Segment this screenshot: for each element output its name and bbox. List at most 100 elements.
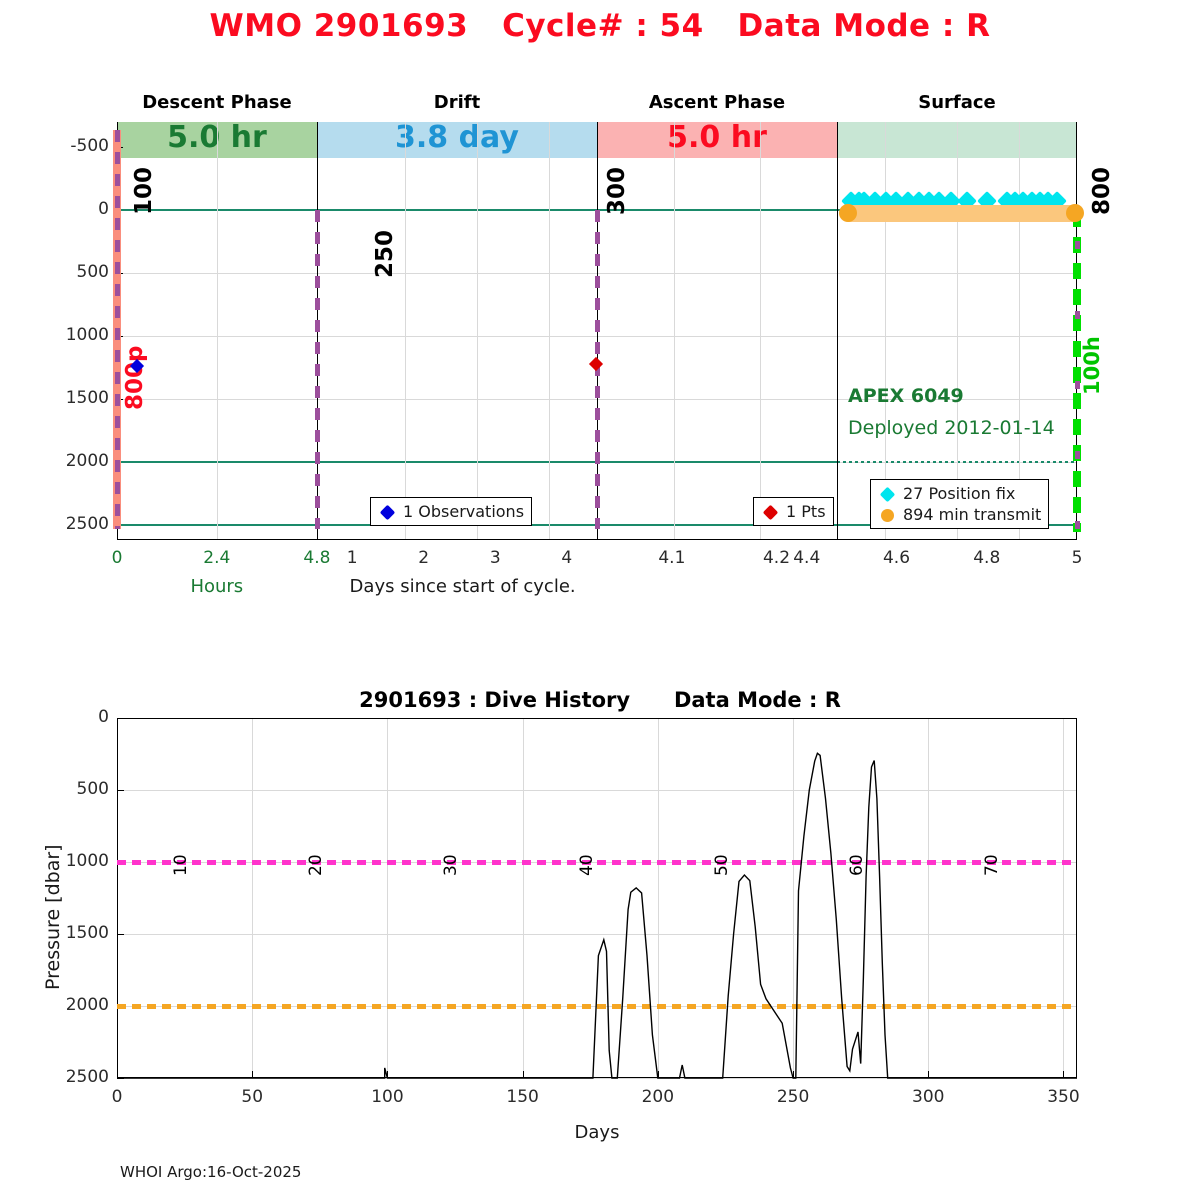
phase-duration-2: 3.8 day — [394, 120, 519, 155]
dive-ytick-1: 500 — [76, 779, 109, 799]
phase-name-2: Drift — [433, 92, 481, 113]
dive-yaxis-title: Pressure [dbar] — [42, 844, 64, 990]
dive-xtick-mark — [1063, 1071, 1065, 1078]
dive-ytick-mark — [117, 934, 124, 935]
dive-gridline-x — [252, 718, 254, 1078]
legend-label: 894 min transmit — [903, 505, 1042, 524]
circle-marker — [881, 508, 894, 522]
transmit-band — [848, 204, 1076, 222]
dive-ytick-3: 1500 — [65, 923, 109, 943]
cycle-xtick-days-2: 3 — [489, 548, 501, 568]
footer-stamp: WHOI Argo:16-Oct-2025 — [120, 1163, 302, 1181]
points-legend[interactable]: 1 Pts — [753, 497, 834, 526]
phase-name-1: Descent Phase — [142, 92, 292, 113]
cycle-xtick-hours-1: 2.4 — [203, 548, 231, 568]
cycle-xaxis-title-hours: Hours — [190, 576, 244, 597]
park-trace-marker-1 — [314, 210, 320, 529]
dive-cycle-label-50: 50 — [711, 854, 732, 876]
float-annotation-1: APEX 6049 — [848, 385, 964, 407]
cycle-xtick-days-3: 4 — [561, 548, 573, 568]
cycle-xtick-days-8: 4.8 — [973, 548, 1001, 568]
cycle-ytick-1: 0 — [98, 199, 109, 220]
park-trace-descent — [115, 129, 120, 529]
cycle-xtick-days-1: 2 — [418, 548, 430, 568]
cycle-xtick-hours-0: 0 — [111, 548, 123, 568]
cycle-ytick-2: 500 — [76, 262, 109, 283]
cycle-ytick-5: 2000 — [65, 450, 109, 471]
diamond-marker — [378, 502, 398, 522]
diamond-marker — [762, 504, 779, 520]
dive-ytick-5: 2500 — [65, 1067, 109, 1087]
cycle-xaxis-title-days: Days since start of cycle. — [349, 576, 576, 597]
dive-gridline-x — [117, 718, 118, 1078]
phase-duration-3: 5.0 hr — [667, 120, 767, 155]
cycle-ytick-0: -500 — [70, 136, 109, 157]
legend-label: 1 Pts — [786, 502, 826, 521]
dive-cycle-label-10: 10 — [170, 854, 191, 876]
cycle-rotated-label: 100h — [1080, 336, 1104, 395]
dive-xtick-6: 300 — [912, 1087, 945, 1107]
observations-legend[interactable]: 1 Observations — [370, 497, 533, 526]
dive-xtick-5: 250 — [776, 1087, 810, 1107]
cycle-xtick-days-4: 4.1 — [658, 548, 686, 568]
page-title: WMO 2901693 Cycle# : 54 Data Mode : R — [209, 8, 991, 44]
cycle-ytick-3: 1000 — [65, 325, 109, 346]
cycle-gridline-x — [477, 122, 478, 540]
dive-xtick-mark — [793, 1071, 795, 1078]
dive-xtick-0: 0 — [111, 1087, 123, 1107]
circle-marker — [878, 505, 898, 525]
dive-xtick-mark — [928, 1071, 930, 1078]
dive-gridline-x — [657, 718, 659, 1078]
dive-gridline-x — [522, 718, 524, 1078]
dive-gridline-y — [117, 718, 1077, 719]
diamond-marker — [879, 486, 896, 502]
dive-xtick-mark — [387, 1071, 389, 1078]
dive-cycle-label-70: 70 — [982, 854, 1003, 876]
legend-row: 1 Pts — [761, 501, 826, 522]
cycle-rotated-label: 100 — [131, 166, 157, 215]
cycle-xtick-days-0: 1 — [346, 548, 358, 568]
park-pressure-line — [117, 859, 1077, 865]
legend-row: 1 Observations — [378, 501, 524, 522]
transmit-endpoint-marker — [839, 203, 858, 222]
dive-ytick-4: 2000 — [65, 995, 109, 1015]
surface-legend[interactable]: 27 Position fix 894 min transmit — [870, 479, 1050, 529]
legend-row: 894 min transmit — [878, 504, 1041, 525]
dive-xtick-mark — [657, 1071, 659, 1078]
cycle-gridline-x — [549, 122, 550, 540]
cycle-gridline-x — [216, 122, 218, 540]
cycle-gridline-x — [1019, 122, 1021, 540]
dive-xaxis-title: Days — [574, 1122, 620, 1143]
dive-xtick-mark — [117, 1071, 118, 1078]
dive-xtick-1: 50 — [241, 1087, 264, 1107]
cycle-gridline-x — [405, 122, 406, 540]
cycle-gridline-x — [957, 122, 958, 540]
cycle-rotated-label: 800p — [122, 345, 148, 410]
dive-gridline-x — [793, 718, 795, 1078]
cycle-ytick-4: 1500 — [65, 387, 109, 408]
dive-ytick-mark — [117, 718, 124, 719]
dive-cycle-label-60: 60 — [847, 854, 868, 876]
cycle-ytick-6: 2500 — [65, 513, 109, 534]
cycle-rotated-label: 800 — [1089, 166, 1115, 215]
dive-plot-frame — [117, 718, 1077, 1078]
dive-gridline-y — [117, 1078, 1077, 1079]
cycle-xtick-hours-2: 4.8 — [303, 548, 331, 568]
phase-band-2 — [316, 122, 597, 158]
diamond-marker — [878, 484, 898, 504]
cycle-gridline-x — [760, 122, 762, 540]
legend-row: 27 Position fix — [878, 483, 1041, 504]
dive-ytick-mark — [117, 1078, 124, 1079]
dive-ytick-0: 0 — [98, 707, 109, 727]
cycle-gridline-x — [673, 122, 675, 540]
float-annotation-2: Deployed 2012-01-14 — [848, 417, 1055, 439]
diamond-marker — [379, 504, 396, 520]
dive-ytick-2: 1000 — [65, 851, 109, 871]
dive-cycle-label-30: 30 — [441, 854, 462, 876]
cycle-rotated-label: 300 — [604, 166, 630, 215]
dive-xtick-3: 150 — [506, 1087, 539, 1107]
park-trace-ascent — [1075, 211, 1080, 533]
dive-gridline-y — [117, 790, 1077, 791]
cycle-phase-separator-3 — [837, 122, 838, 540]
